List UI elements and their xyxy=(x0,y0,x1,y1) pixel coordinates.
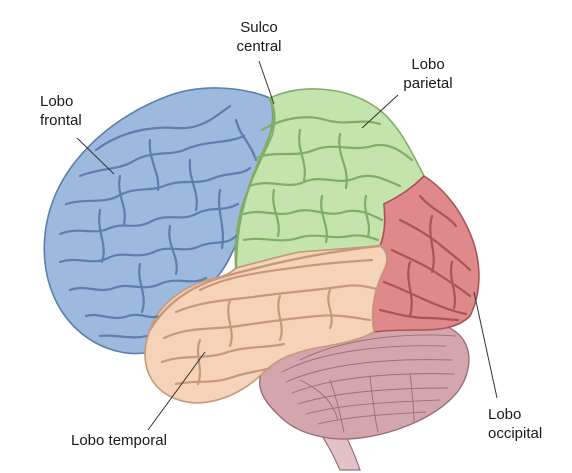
label-occipital-lobe: Lobo occipital xyxy=(488,406,543,442)
leader-line-central-sulcus xyxy=(258,60,275,105)
cerebellum-folia xyxy=(281,334,457,433)
leader-line-frontal xyxy=(76,137,115,175)
label-central-sulcus: Sulco central xyxy=(236,19,282,55)
parietal-gyri xyxy=(242,116,414,244)
label-parietal-lobe: Lobo parietal xyxy=(403,56,453,92)
label-temporal-lobe: Lobo temporal xyxy=(71,432,167,449)
leader-line-occipital xyxy=(473,291,498,399)
frontal-gyri xyxy=(58,104,258,339)
occipital-gyri xyxy=(378,194,472,322)
lateral-fissure xyxy=(148,244,384,332)
temporal-gyri xyxy=(160,258,382,386)
leader-line-temporal xyxy=(147,351,206,431)
leader-line-parietal xyxy=(361,94,399,129)
central-sulcus xyxy=(234,96,275,270)
label-frontal-lobe: Lobo frontal xyxy=(40,93,82,129)
